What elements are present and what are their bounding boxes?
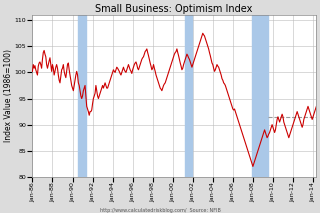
- Bar: [78, 15, 86, 177]
- Text: http://www.calculatedriskblog.com/  Source: NFIB: http://www.calculatedriskblog.com/ Sourc…: [100, 208, 220, 213]
- Bar: [252, 15, 268, 177]
- Bar: [185, 15, 192, 177]
- Y-axis label: Index Value (1986=100): Index Value (1986=100): [4, 49, 13, 142]
- Title: Small Business: Optimism Index: Small Business: Optimism Index: [95, 4, 253, 14]
